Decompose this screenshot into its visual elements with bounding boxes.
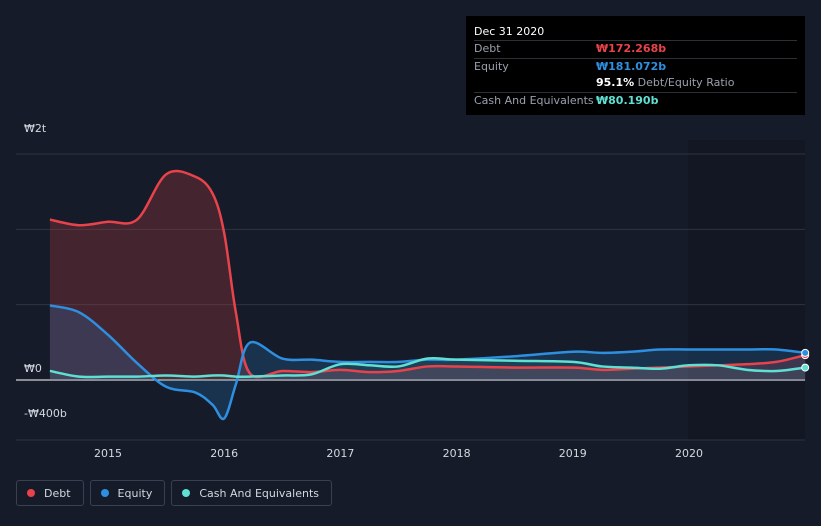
tooltip-equity-row: Equity ₩181.072b — [474, 57, 797, 76]
y-tick-label: ₩2t — [24, 122, 47, 135]
grid-lines — [16, 153, 805, 441]
x-tick-label: 2020 — [675, 447, 703, 460]
end-marker-cash[interactable] — [801, 363, 810, 372]
x-tick-label: 2019 — [559, 447, 587, 460]
line-equity — [49, 304, 806, 421]
tooltip-ratio-row: 95.1% Debt/Equity Ratio — [474, 75, 797, 92]
tooltip-debt-label: Debt — [474, 42, 501, 55]
legend-label-debt: Debt — [44, 486, 71, 500]
x-tick-label: 2017 — [326, 447, 354, 460]
y-axis-ticks: ₩2t ₩0 -₩400b — [24, 122, 67, 420]
area-equity — [49, 305, 806, 419]
x-tick-label: 2016 — [210, 447, 238, 460]
x-tick-label: 2018 — [443, 447, 471, 460]
tooltip-debt-value: ₩172.268b — [596, 42, 667, 55]
tooltip-ratio-value: 95.1% — [596, 76, 635, 89]
tooltip-date: Dec 31 2020 — [474, 25, 545, 38]
series-lines — [49, 169, 806, 421]
legend-label-equity: Equity — [117, 486, 153, 500]
series-end-markers — [801, 348, 810, 372]
area-cash — [49, 358, 806, 380]
legend-item-debt[interactable]: Debt — [16, 480, 84, 506]
x-tick-label: 2015 — [94, 447, 122, 460]
area-debt — [49, 171, 806, 380]
y-tick-label: -₩400b — [24, 407, 67, 420]
x-axis-ticks: 2015 2016 2017 2018 2019 2020 — [94, 447, 703, 460]
tooltip-equity-label: Equity — [474, 59, 509, 73]
legend-dot-debt — [27, 489, 35, 497]
y-tick-label: ₩0 — [24, 362, 42, 375]
line-cash — [49, 356, 806, 379]
tooltip-ratio-label: Debt/Equity Ratio — [637, 76, 735, 89]
legend-item-equity[interactable]: Equity — [89, 480, 166, 506]
legend-dot-equity — [100, 489, 109, 497]
legend-dot-cash — [182, 489, 191, 497]
end-marker-equity[interactable] — [801, 348, 810, 357]
tooltip-cash-value: ₩80.190b — [596, 93, 659, 107]
chart-legend: Debt Equity Cash And Equivalents — [16, 480, 332, 506]
plot-background — [16, 140, 805, 440]
series-areas — [49, 171, 806, 419]
legend-label-cash: Cash And Equivalents — [199, 486, 319, 500]
tooltip-cash-row: Cash And Equivalents ₩80.190b — [474, 91, 797, 110]
tooltip-equity-value: ₩181.072b — [596, 59, 667, 73]
plot-highlight-band — [688, 140, 805, 440]
tooltip-debt-row: Debt ₩172.268b — [474, 40, 797, 58]
legend-item-cash[interactable]: Cash And Equivalents — [171, 480, 332, 506]
tooltip-cash-label: Cash And Equivalents — [474, 93, 594, 107]
tooltip-panel: Dec 31 2020 Debt ₩172.268b Equity ₩181.0… — [466, 16, 805, 115]
